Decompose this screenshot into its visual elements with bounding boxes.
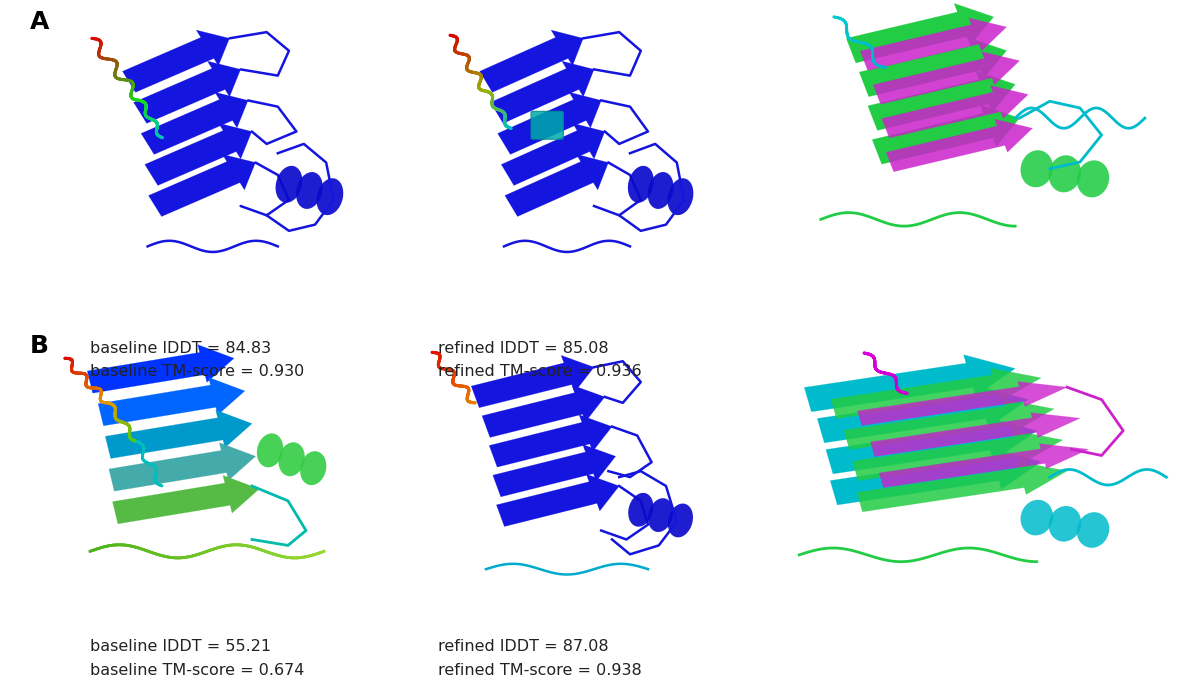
Ellipse shape xyxy=(296,172,323,209)
Polygon shape xyxy=(857,461,1067,512)
Ellipse shape xyxy=(317,178,343,215)
Text: baseline TM-score = 0.674: baseline TM-score = 0.674 xyxy=(90,663,305,675)
Text: baseline TM-score = 0.930: baseline TM-score = 0.930 xyxy=(90,364,305,379)
Polygon shape xyxy=(858,381,1067,425)
Polygon shape xyxy=(109,443,256,491)
Polygon shape xyxy=(145,124,252,186)
Polygon shape xyxy=(804,354,1015,412)
Ellipse shape xyxy=(1049,506,1081,541)
Polygon shape xyxy=(493,444,616,497)
Polygon shape xyxy=(886,119,1032,171)
Polygon shape xyxy=(497,474,619,526)
Polygon shape xyxy=(860,18,1007,70)
Polygon shape xyxy=(870,412,1080,456)
Polygon shape xyxy=(113,475,259,524)
Polygon shape xyxy=(133,61,240,124)
Text: refined TM-score = 0.938: refined TM-score = 0.938 xyxy=(438,663,642,675)
Polygon shape xyxy=(490,414,612,467)
Polygon shape xyxy=(88,345,234,393)
Ellipse shape xyxy=(668,504,692,537)
Text: refined lDDT = 85.08: refined lDDT = 85.08 xyxy=(438,341,608,356)
Polygon shape xyxy=(502,124,605,186)
Text: baseline lDDT = 55.21: baseline lDDT = 55.21 xyxy=(90,639,271,654)
Ellipse shape xyxy=(257,433,283,467)
Polygon shape xyxy=(846,3,994,63)
Polygon shape xyxy=(830,368,1042,418)
Polygon shape xyxy=(472,355,594,408)
Ellipse shape xyxy=(300,451,326,485)
Polygon shape xyxy=(498,92,601,155)
Ellipse shape xyxy=(276,166,302,202)
Text: refined TM-score = 0.936: refined TM-score = 0.936 xyxy=(438,364,642,379)
Polygon shape xyxy=(505,155,608,217)
Polygon shape xyxy=(826,416,1037,474)
Polygon shape xyxy=(882,86,1028,138)
Text: baseline lDDT = 84.83: baseline lDDT = 84.83 xyxy=(90,341,271,356)
Polygon shape xyxy=(852,430,1063,481)
Polygon shape xyxy=(844,399,1054,450)
Ellipse shape xyxy=(1076,161,1109,197)
Polygon shape xyxy=(491,61,594,124)
Ellipse shape xyxy=(629,493,653,526)
Ellipse shape xyxy=(278,442,305,477)
Ellipse shape xyxy=(667,178,694,215)
Polygon shape xyxy=(106,410,252,458)
Ellipse shape xyxy=(1049,155,1081,192)
Polygon shape xyxy=(874,52,1020,104)
Ellipse shape xyxy=(1020,151,1054,187)
Text: B: B xyxy=(30,334,49,358)
Polygon shape xyxy=(830,448,1042,505)
Polygon shape xyxy=(98,377,245,426)
Ellipse shape xyxy=(1076,512,1109,548)
Polygon shape xyxy=(880,443,1088,487)
Polygon shape xyxy=(122,30,229,92)
Text: refined lDDT = 87.08: refined lDDT = 87.08 xyxy=(438,639,608,654)
Polygon shape xyxy=(142,92,248,155)
Polygon shape xyxy=(868,71,1015,130)
Ellipse shape xyxy=(628,166,654,202)
Polygon shape xyxy=(149,155,256,217)
Ellipse shape xyxy=(1020,500,1054,535)
Ellipse shape xyxy=(648,172,673,209)
FancyBboxPatch shape xyxy=(530,111,564,139)
Text: A: A xyxy=(30,10,49,34)
Polygon shape xyxy=(872,105,1020,164)
Ellipse shape xyxy=(648,498,673,532)
Polygon shape xyxy=(480,30,583,92)
Polygon shape xyxy=(482,385,605,437)
Polygon shape xyxy=(859,37,1007,97)
Polygon shape xyxy=(817,385,1028,443)
